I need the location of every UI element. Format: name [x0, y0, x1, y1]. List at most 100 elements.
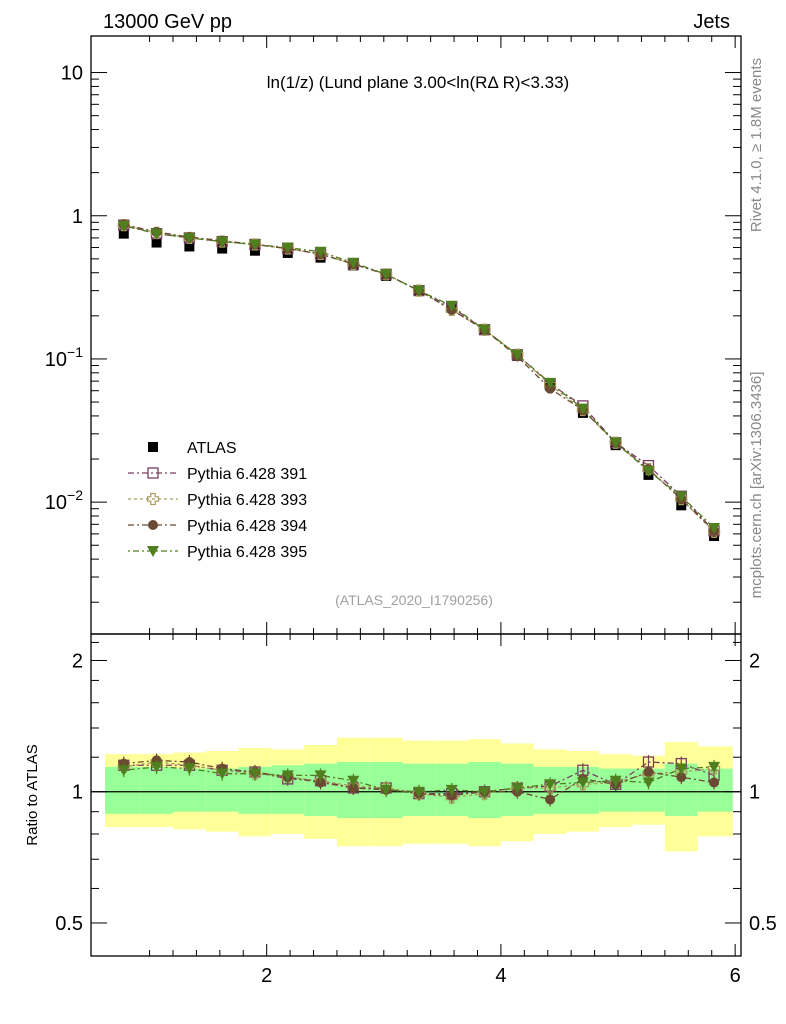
ratio-point: [609, 775, 622, 787]
legend-entry: ATLAS: [148, 440, 237, 457]
data-point: [445, 300, 458, 312]
series-pythia-6-428-394: [118, 219, 720, 536]
series-pythia-6-428-391: [118, 219, 720, 537]
band-inner: [172, 768, 206, 812]
ratio-point: [511, 782, 524, 794]
data-point: [478, 324, 491, 336]
band-inner: [105, 766, 141, 814]
legend-label: Pythia 6.428 391: [187, 466, 307, 483]
ratio-y-tick-label-left: 2: [72, 650, 83, 672]
ratio-point: [183, 763, 196, 775]
legend-entry: Pythia 6.428 393: [128, 492, 307, 509]
data-point: [412, 285, 425, 297]
axis-ticks: 2 4 6 10 1 10−1 10−2 2 2 1 1 0.5 0.5: [45, 36, 777, 987]
legend-entry: Pythia 6.428 394: [128, 518, 307, 535]
data-point: [118, 228, 129, 239]
data-point: [576, 403, 589, 415]
ratio-point: [281, 770, 294, 782]
legend-marker: [148, 520, 158, 530]
ratio-y-tick-label-left: 0.5: [55, 913, 83, 935]
data-point: [183, 232, 196, 244]
ratio-point: [347, 775, 360, 787]
x-tick-label: 2: [261, 965, 272, 987]
data-point: [511, 349, 524, 361]
data-point: [642, 465, 655, 477]
ratio-point: [708, 761, 721, 773]
legend-label: Pythia 6.428 394: [187, 518, 307, 535]
ratio-point: [709, 777, 720, 788]
data-point: [609, 437, 622, 449]
y-tick-label: 1: [72, 206, 83, 228]
analysis-id: (ATLAS_2020_I1790256): [335, 592, 493, 608]
header-left: 13000 GeV pp: [103, 11, 232, 33]
ratio-y-tick-label-right: 0.5: [749, 913, 777, 935]
legend-marker: [148, 442, 158, 452]
legend-entry: Pythia 6.428 391: [128, 466, 307, 483]
ratio-series-pythia-6-428-395: [117, 759, 721, 799]
ratio-point: [643, 766, 654, 777]
ratio-point: [314, 770, 327, 782]
ratio-point: [348, 782, 359, 793]
ratio-point: [675, 763, 688, 775]
x-tick-label: 6: [730, 965, 741, 987]
ratio-y-tick-label-left: 1: [72, 782, 83, 804]
legend-marker: [147, 467, 159, 479]
ratio-ylabel: Ratio to ATLAS: [24, 744, 41, 845]
axes-frames: [90, 35, 742, 957]
ratio-point: [380, 784, 393, 796]
series-layer: [117, 219, 721, 807]
ratio-point: [216, 768, 229, 780]
data-point: [184, 241, 195, 252]
legend-marker: [146, 492, 160, 506]
band-inner: [697, 768, 733, 812]
series-pythia-6-428-393: [117, 219, 721, 538]
y-tick-label: 10−2: [45, 487, 83, 514]
series-line: [123, 223, 715, 532]
ratio-y-tick-label-right: 2: [749, 650, 760, 672]
plot-title: ln(1/z) (Lund plane 3.00<ln(RΔ R)<3.33): [267, 73, 569, 92]
band-inner: [140, 766, 173, 814]
mcplots-label: mcplots.cern.ch [arXiv:1306.3436]: [748, 372, 765, 599]
series-pythia-6-428-395: [117, 220, 721, 534]
y-tick-label: 10−1: [45, 344, 83, 371]
legend-entry: Pythia 6.428 395: [128, 544, 307, 561]
ratio-point: [117, 765, 130, 777]
series-line: [123, 224, 715, 533]
data-point: [281, 242, 294, 254]
data-point: [150, 228, 163, 240]
ratio-point: [544, 779, 557, 791]
ratio-point: [248, 768, 261, 780]
ratio-point: [478, 786, 491, 798]
ratio-point: [676, 772, 687, 783]
legend-label: Pythia 6.428 393: [187, 492, 307, 509]
ratio-point: [445, 784, 458, 796]
series-line: [123, 224, 715, 532]
ratio-point: [150, 761, 163, 773]
data-point: [217, 243, 228, 254]
legend: ATLAS Pythia 6.428 391 Pythia 6.428 393 Pyt…: [128, 440, 307, 561]
legend-label: Pythia 6.428 395: [187, 544, 307, 561]
data-point: [216, 236, 229, 248]
x-tick-label: 4: [495, 965, 506, 987]
y-tick-label: 10: [61, 63, 83, 85]
ratio-plot-frame: [90, 633, 742, 957]
header-right: Jets: [693, 11, 730, 33]
data-point: [347, 257, 360, 269]
data-point: [675, 491, 688, 503]
data-point: [151, 237, 162, 248]
ratio-point: [545, 794, 556, 805]
ratio-point: [642, 777, 655, 789]
ratio-point: [576, 777, 589, 789]
ratio-point: [315, 777, 326, 788]
data-point: [248, 239, 261, 251]
ratio-y-tick-label-right: 1: [749, 782, 760, 804]
data-point: [676, 500, 687, 511]
data-point: [380, 269, 393, 281]
data-point: [544, 377, 557, 389]
legend-marker: [147, 546, 159, 557]
ratio-point: [412, 786, 425, 798]
data-point: [117, 220, 130, 232]
data-point: [249, 245, 260, 256]
rivet-label: Rivet 4.1.0, ≥ 1.8M events: [748, 58, 765, 232]
data-point: [314, 246, 327, 258]
